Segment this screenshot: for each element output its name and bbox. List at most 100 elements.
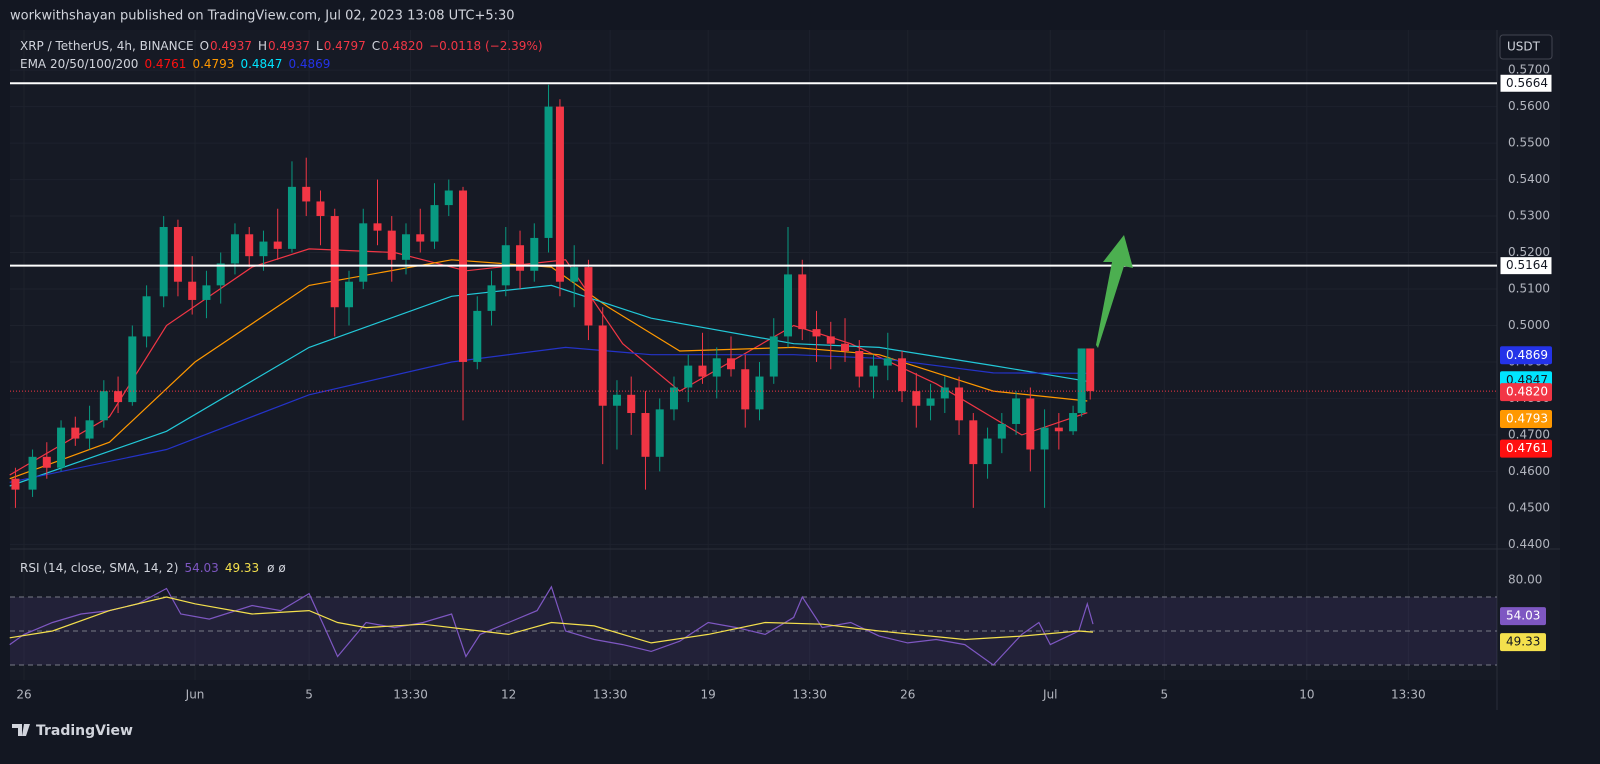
- x-tick-label: 13:30: [792, 688, 827, 702]
- candle-body: [173, 226, 182, 282]
- candle-body: [245, 234, 254, 257]
- candle-body: [983, 438, 992, 465]
- candle-body: [402, 234, 411, 260]
- candle-body: [1077, 348, 1086, 414]
- chart-layer: 26 Jun 5 13:30 12 13:30 19 13:30 26 Jul 5 10 13:30 0.…: [9, 30, 1560, 710]
- candle-body: [11, 478, 20, 490]
- x-tick-label: Jun: [185, 688, 205, 702]
- candle-body: [202, 285, 211, 300]
- level-label-box: [1499, 73, 1553, 93]
- candle-body: [57, 427, 66, 468]
- x-tick-label: Jul: [1042, 688, 1057, 702]
- candle-body: [330, 216, 339, 308]
- y-tick-label: 0.5600: [1508, 99, 1550, 113]
- candle-body: [912, 391, 921, 406]
- legend-item: 0.4937: [268, 39, 310, 53]
- candle-body: [869, 365, 878, 377]
- candle-body: [99, 391, 108, 421]
- indicator-line: [9, 346, 1088, 483]
- candle-body: [544, 106, 553, 238]
- candle-body: [726, 358, 735, 370]
- x-tick-label: 19: [701, 688, 716, 702]
- candle-body: [359, 223, 368, 282]
- legend-item: C: [372, 39, 380, 53]
- candle-body: [473, 310, 482, 362]
- candle-body: [570, 267, 579, 282]
- legend-item: L: [316, 39, 323, 53]
- axis-label-box: [1500, 439, 1552, 458]
- candle-body: [741, 369, 750, 410]
- x-tick-label: 26: [16, 688, 31, 702]
- candle-body: [85, 420, 94, 439]
- legend-item: 0.4937: [210, 39, 252, 53]
- candle-body: [955, 387, 964, 421]
- y-tick-label: 0.5500: [1508, 136, 1550, 150]
- level-label: 0.5164: [1506, 258, 1548, 272]
- y-tick-label: 0.5200: [1508, 245, 1550, 259]
- candle-body: [216, 263, 225, 286]
- axis-label: 0.4761: [1506, 441, 1548, 455]
- candle-body: [487, 285, 496, 311]
- candle-body: [841, 343, 850, 352]
- candle-body: [784, 274, 793, 337]
- candle-body: [444, 190, 453, 206]
- candle-body: [128, 336, 137, 403]
- candle-body: [344, 281, 353, 308]
- axis-label-box: [1500, 633, 1546, 652]
- brand: TradingView: [36, 723, 133, 739]
- candle-body: [812, 329, 821, 337]
- candle-body: [1026, 398, 1035, 450]
- y-tick-label: 0.4500: [1508, 500, 1550, 514]
- candle-body: [555, 106, 564, 282]
- indicator-line: [9, 596, 1094, 644]
- x-tick-label: 10: [1299, 688, 1314, 702]
- logo: [12, 724, 30, 736]
- candle-body: [826, 336, 835, 344]
- candle-body: [898, 358, 907, 392]
- y-tick-label: 0.5000: [1508, 318, 1550, 332]
- x-tick-label: 5: [1160, 688, 1168, 702]
- candle-body: [459, 190, 468, 362]
- rsi-value: 54.03: [184, 561, 218, 575]
- candle-body: [684, 365, 693, 388]
- candle-body: [230, 234, 239, 264]
- candle-body: [287, 186, 296, 249]
- candle-body: [755, 376, 764, 410]
- axis-label-box: [1500, 607, 1546, 626]
- rsi-tail: ø ø: [267, 561, 286, 575]
- candle-body: [42, 456, 51, 468]
- candle-body: [669, 387, 678, 410]
- candle-body: [114, 391, 123, 403]
- x-tick-label: 12: [501, 688, 516, 702]
- candle-body: [712, 358, 721, 377]
- indicator-value: 0.4869: [288, 57, 330, 71]
- x-tick-label: 5: [305, 688, 313, 702]
- level-label-box: [1499, 256, 1553, 276]
- indicator-value: 0.4761: [144, 57, 186, 71]
- candle-body: [997, 423, 1006, 439]
- axis-label: 0.4793: [1506, 411, 1548, 425]
- candle-body: [28, 456, 37, 490]
- x-tick-label: 26: [900, 688, 915, 702]
- candle-body: [584, 267, 593, 326]
- candle-body: [969, 420, 978, 465]
- legend-item: H: [258, 39, 267, 53]
- indicator-line: [9, 248, 1088, 476]
- publisher: workwithshayan published on TradingView.…: [10, 9, 515, 24]
- arrow: [1096, 235, 1133, 348]
- indicator-line: [9, 585, 1094, 666]
- candle-body: [926, 398, 935, 406]
- indicator-name: EMA 20/50/100/200: [20, 57, 138, 71]
- legend: XRP / TetherUS, 4h, BINANCE O0.4937 H0.493…: [20, 39, 543, 53]
- candle-body: [883, 358, 892, 366]
- y-tick-label: 0.5100: [1508, 282, 1550, 296]
- candle-body: [641, 413, 650, 457]
- axis-label-box: [1500, 346, 1552, 365]
- candle-body: [940, 387, 949, 399]
- y-tick-label: 0.5700: [1508, 63, 1550, 77]
- candle-body: [373, 223, 382, 231]
- legend-item: 0.4797: [324, 39, 366, 53]
- axis-label: 0.4820: [1506, 385, 1548, 399]
- logo-mark: [12, 724, 30, 736]
